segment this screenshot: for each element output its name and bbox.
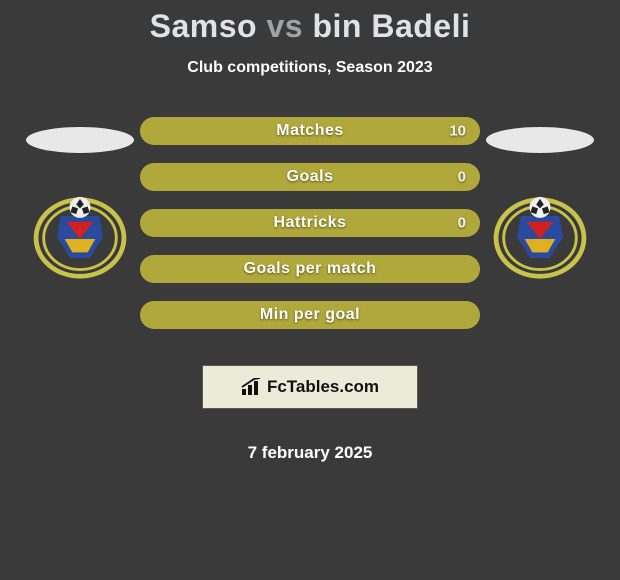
stat-right-value: 0 bbox=[458, 215, 466, 232]
player1-name: Samso bbox=[150, 8, 257, 44]
stat-row-min-per-goal: Min per goal bbox=[140, 301, 480, 329]
comparison-card: Samso vs bin Badeli Club competitions, S… bbox=[0, 0, 620, 463]
bars-icon bbox=[241, 378, 263, 396]
stat-label: Goals bbox=[287, 168, 334, 186]
subtitle: Club competitions, Season 2023 bbox=[187, 59, 432, 77]
brand-text: FcTables.com bbox=[267, 377, 379, 397]
crest-icon bbox=[491, 195, 589, 281]
stat-label: Hattricks bbox=[274, 214, 347, 232]
stat-right-value: 0 bbox=[458, 169, 466, 186]
content-row: Matches 10 Goals 0 Hattricks 0 Goals per… bbox=[0, 117, 620, 463]
stat-row-hattricks: Hattricks 0 bbox=[140, 209, 480, 237]
left-column bbox=[20, 117, 140, 281]
date-line: 7 february 2025 bbox=[248, 443, 373, 463]
player2-avatar-placeholder bbox=[486, 127, 594, 153]
stat-label: Goals per match bbox=[244, 260, 377, 278]
stat-row-goals-per-match: Goals per match bbox=[140, 255, 480, 283]
branding-box[interactable]: FcTables.com bbox=[202, 365, 418, 409]
fctables-logo: FcTables.com bbox=[241, 377, 379, 397]
stat-right-value: 10 bbox=[449, 123, 466, 140]
stat-label: Min per goal bbox=[260, 306, 360, 324]
page-title: Samso vs bin Badeli bbox=[150, 8, 471, 45]
player2-crest bbox=[491, 195, 589, 281]
vs-separator: vs bbox=[266, 8, 303, 44]
stats-column: Matches 10 Goals 0 Hattricks 0 Goals per… bbox=[140, 117, 480, 463]
player1-avatar-placeholder bbox=[26, 127, 134, 153]
crest-icon bbox=[31, 195, 129, 281]
stat-label: Matches bbox=[276, 122, 344, 140]
right-column bbox=[480, 117, 600, 281]
player2-name: bin Badeli bbox=[312, 8, 470, 44]
stat-row-matches: Matches 10 bbox=[140, 117, 480, 145]
player1-crest bbox=[31, 195, 129, 281]
stat-row-goals: Goals 0 bbox=[140, 163, 480, 191]
